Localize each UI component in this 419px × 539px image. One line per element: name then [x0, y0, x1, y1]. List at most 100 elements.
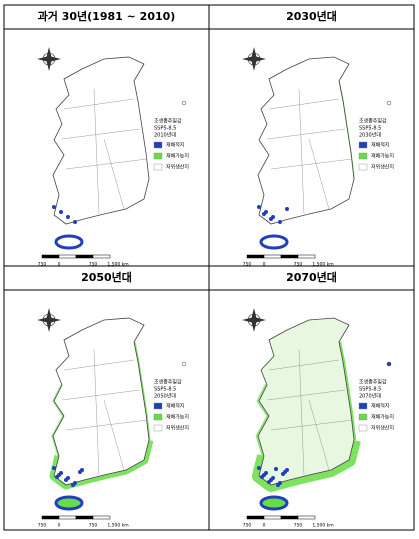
scale-segment — [41, 515, 60, 520]
scale-segment — [75, 515, 94, 520]
scale-label: 1,500 km — [107, 262, 128, 268]
korea-outline — [257, 317, 355, 486]
legend-swatch — [153, 163, 163, 171]
optimal-area — [276, 483, 280, 487]
scale-label: 0 — [263, 523, 266, 529]
legend-crop: 조생종주밀감 — [359, 379, 387, 386]
legend-swatch — [358, 413, 368, 421]
legend-label: 재배적지 — [166, 403, 184, 410]
legend-label: 저위생산지 — [166, 425, 189, 432]
scale-segment — [58, 515, 77, 520]
optimal-area — [78, 470, 82, 474]
compass-ring — [42, 52, 56, 66]
scale-label: 0 — [58, 262, 61, 268]
scale-label: 750 — [38, 262, 47, 268]
compass — [242, 308, 266, 332]
map: 750 0 750 1,500 km 조생종주밀감SSP5-8.52050년대재배적지재… — [37, 308, 189, 529]
legend-period: 2030년대 — [359, 132, 381, 139]
map: 750 0 750 1,500 km 조생종주밀감SSP5-8.52070년대재배적지재… — [242, 308, 394, 529]
jeju — [259, 495, 289, 511]
jeju — [54, 495, 84, 511]
legend-swatch — [358, 141, 368, 149]
legend-scenario: SSP5-8.5 — [359, 387, 381, 393]
scale-label: 750 — [38, 523, 47, 529]
optimal-area — [73, 220, 77, 224]
scale-label: 0 — [263, 262, 266, 268]
scale-segment — [92, 515, 111, 520]
optimal-area — [257, 205, 261, 209]
legend-crop: 조생종주밀감 — [359, 118, 387, 125]
panel-title: 과거 30년(1981 ~ 2010) — [38, 9, 176, 23]
legend-label: 저위생산지 — [371, 164, 394, 171]
jeju — [259, 234, 289, 250]
scale-segment — [263, 254, 282, 259]
legend-label: 재배가능지 — [166, 414, 189, 421]
legend-label: 저위생산지 — [166, 164, 189, 171]
legend-swatch — [358, 402, 368, 410]
optimal-area — [59, 210, 63, 214]
scale-label: 1,500 km — [312, 262, 333, 268]
island — [181, 361, 187, 367]
panel-title: 2070년대 — [286, 270, 337, 284]
legend-swatch — [153, 152, 163, 160]
legend-label: 재배적지 — [371, 142, 389, 149]
optimal-area — [257, 466, 261, 470]
legend-swatch — [358, 163, 368, 171]
legend-swatch — [153, 413, 163, 421]
panel-title: 2050년대 — [81, 270, 132, 284]
scale-label: 1,500 km — [107, 523, 128, 529]
legend-crop: 조생종주밀감 — [154, 118, 182, 125]
optimal-area — [269, 217, 273, 221]
legend-swatch — [153, 402, 163, 410]
legend-label: 재배적지 — [166, 142, 184, 149]
map: 750 0 750 1,500 km 조생종주밀감SSP5-8.52010년대재배적지재… — [37, 47, 189, 268]
scale-label: 750 — [89, 523, 98, 529]
legend-label: 재배가능지 — [371, 153, 394, 160]
legend-label: 저위생산지 — [371, 425, 394, 432]
legend-swatch — [153, 141, 163, 149]
scale-segment — [92, 254, 111, 259]
korea-outline — [257, 56, 355, 225]
optimal-area — [262, 212, 266, 216]
compass-ring — [42, 313, 56, 327]
scale-label: 750 — [243, 523, 252, 529]
island — [386, 361, 392, 367]
scale-label: 1,500 km — [312, 523, 333, 529]
scale-segment — [246, 515, 265, 520]
scale-segment — [75, 254, 94, 259]
legend-period: 2050년대 — [154, 393, 176, 400]
legend-label: 재배적지 — [371, 403, 389, 410]
map: 750 0 750 1,500 km 조생종주밀감SSP5-8.52030년대재배적지재… — [242, 47, 394, 268]
optimal-area — [260, 475, 264, 479]
island — [386, 100, 392, 106]
korea-outline — [52, 56, 150, 225]
scale-label: 750 — [294, 523, 303, 529]
legend-scenario: SSP5-8.5 — [359, 126, 381, 132]
province-lines — [61, 88, 148, 215]
korea-outline — [52, 317, 150, 486]
compass — [242, 47, 266, 71]
panel-title: 2030년대 — [286, 9, 337, 23]
optimal-area — [52, 205, 56, 209]
legend-period: 2070년대 — [359, 393, 381, 400]
scale-segment — [280, 254, 299, 259]
scale-segment — [297, 254, 316, 259]
scale-segment — [280, 515, 299, 520]
compass — [37, 47, 61, 71]
scale-label: 750 — [243, 262, 252, 268]
optimal-area — [281, 472, 285, 476]
legend-swatch — [358, 424, 368, 432]
scale-segment — [41, 254, 60, 259]
scale-label: 750 — [294, 262, 303, 268]
legend-period: 2010년대 — [154, 132, 176, 139]
legend-swatch — [153, 424, 163, 432]
legend-crop: 조생종주밀감 — [154, 379, 182, 386]
province-lines — [266, 349, 353, 476]
province-lines — [266, 88, 353, 215]
compass — [37, 308, 61, 332]
scale-label: 750 — [89, 262, 98, 268]
island — [181, 100, 187, 106]
compass-ring — [247, 52, 261, 66]
optimal-area — [71, 483, 75, 487]
